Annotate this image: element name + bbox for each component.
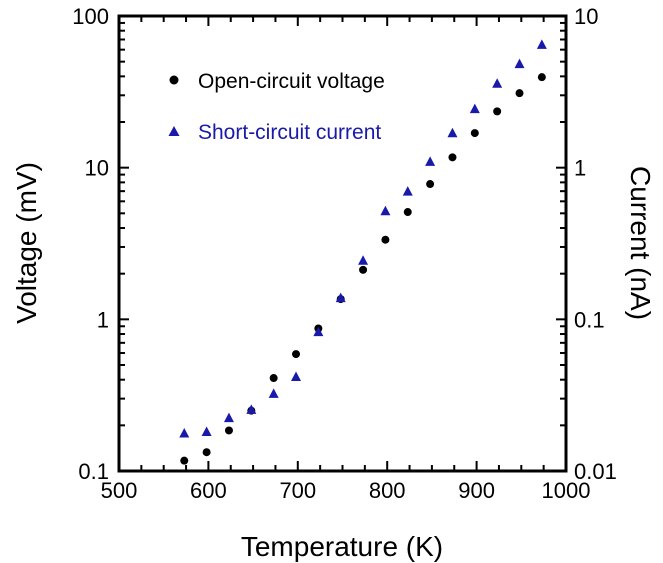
voltage-point	[224, 426, 233, 435]
tick-labels: 500 600 700 800 900 1000 0.1 1 10 100 0.01 0.1 1 10	[72, 4, 617, 503]
voltage-point	[537, 73, 546, 82]
current-point	[335, 292, 346, 303]
x-tick-label: 700	[279, 478, 316, 503]
y2-axis-title: Current (nA)	[625, 166, 656, 320]
voltage-point	[202, 448, 211, 457]
current-point	[447, 127, 458, 138]
x-tick-label: 900	[458, 478, 495, 503]
y-tick-label: 1	[97, 307, 109, 332]
x-axis-title: Temperature (K)	[241, 531, 443, 562]
legend-label-open-circuit-voltage: Open-circuit voltage	[198, 70, 385, 93]
current-point	[536, 39, 547, 49]
voltage-point	[426, 180, 435, 189]
axis-ticks	[118, 15, 567, 472]
y2-tick-label: 1	[574, 156, 586, 181]
y-tick-label: 100	[72, 4, 109, 29]
x-tick-label: 800	[369, 478, 406, 503]
current-point	[425, 156, 436, 166]
x-tick-label: 500	[101, 478, 138, 503]
legend: Open-circuit voltage Short-circuit curre…	[168, 70, 385, 144]
voltage-point	[292, 350, 301, 359]
legend-label-short-circuit-current: Short-circuit current	[198, 121, 381, 144]
voltage-point	[448, 153, 457, 162]
legend-marker-open-circuit-voltage	[169, 75, 179, 85]
x-tick-label: 600	[190, 478, 227, 503]
current-point	[313, 326, 324, 337]
voltage-point	[470, 129, 479, 138]
x-tick-label: 1000	[542, 478, 591, 503]
y-tick-label: 10	[85, 156, 109, 181]
y-axis-title: Voltage (mV)	[11, 162, 42, 324]
y2-tick-label: 0.01	[574, 459, 617, 484]
current-point	[514, 58, 525, 69]
current-point	[380, 205, 391, 216]
current-point	[246, 404, 257, 414]
voltage-point	[515, 89, 524, 98]
y-tick-label: 0.1	[78, 459, 109, 484]
voltage-point	[403, 208, 412, 217]
data-points	[179, 39, 547, 465]
voltage-point	[359, 265, 368, 274]
voltage-point	[493, 107, 502, 116]
current-point	[268, 388, 279, 398]
current-point	[402, 186, 413, 196]
voltage-point	[180, 456, 189, 465]
voltage-point	[269, 374, 278, 383]
current-point	[469, 103, 480, 114]
legend-marker-short-circuit-current	[168, 126, 180, 136]
current-point	[291, 371, 302, 381]
y2-tick-label: 10	[574, 4, 598, 29]
current-point	[358, 255, 369, 265]
current-point	[201, 426, 212, 437]
voltage-point	[381, 235, 390, 244]
current-point	[223, 412, 234, 423]
y2-tick-label: 0.1	[574, 307, 605, 332]
current-point	[179, 428, 190, 438]
current-point	[492, 78, 503, 88]
